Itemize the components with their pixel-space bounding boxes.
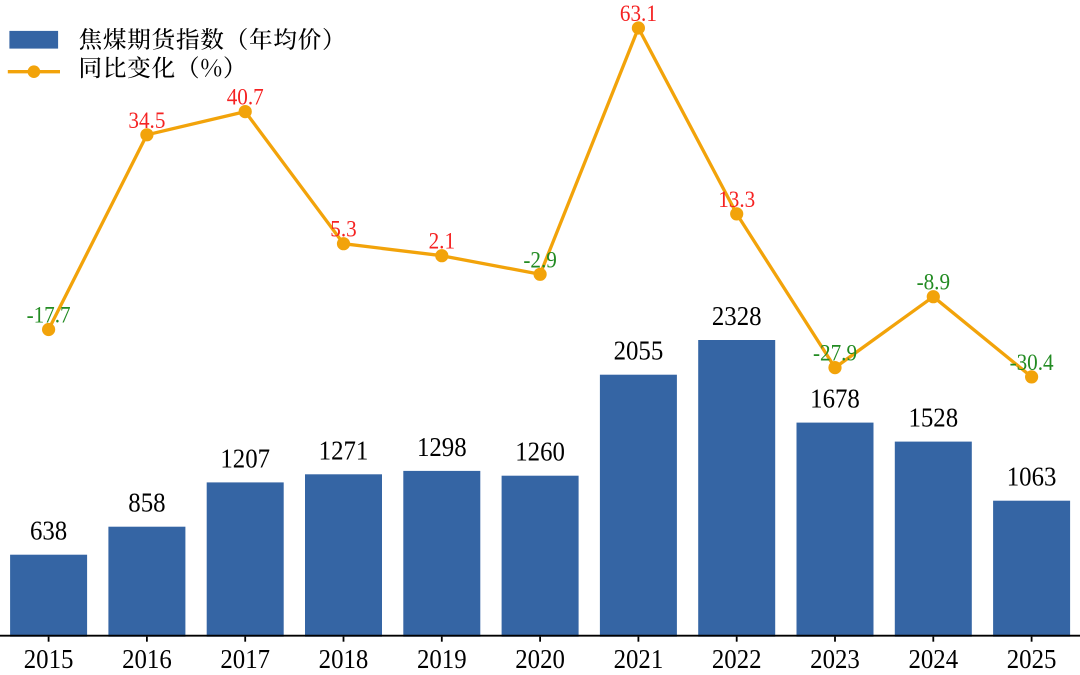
x-tick-label-2022: 2022 — [712, 644, 762, 674]
bar-2024 — [894, 441, 972, 637]
line-marker-2022 — [730, 207, 744, 221]
legend-line-label-glyphs — [81, 56, 232, 79]
line-value-label-2016: 34.5 — [128, 107, 165, 133]
bar-2017 — [206, 482, 284, 637]
bar-value-label-2020: 1260 — [515, 437, 565, 467]
line-value-label-2022: 13.3 — [718, 186, 755, 212]
bar-value-labels: 638 858 1207 1271 1298 1260 2055 2328 1678 1528 10… — [30, 301, 1056, 546]
x-tick-label-2020: 2020 — [515, 644, 565, 674]
bar-2025 — [993, 500, 1071, 637]
line-marker-2017 — [238, 105, 252, 119]
line-marker-2019 — [435, 249, 449, 263]
x-tick-label-2017: 2017 — [220, 644, 270, 674]
x-tick-label-2018: 2018 — [319, 644, 369, 674]
x-tick-label-2021: 2021 — [614, 644, 664, 674]
line-marker-2025 — [1025, 370, 1039, 384]
line-value-labels: -17.7 34.5 40.7 5.3 2.1 -2.9 63.1 13.3 -27.9 -8.9… — [27, 0, 1054, 375]
bar-value-label-2019: 1298 — [417, 432, 467, 462]
line-value-label-2023: -27.9 — [813, 340, 857, 366]
line-marker-2018 — [336, 237, 351, 251]
line-value-label-2024: -8.9 — [917, 269, 950, 295]
legend-line-marker — [27, 65, 41, 78]
line-marker-2024 — [926, 290, 940, 304]
bar-value-label-2015: 638 — [30, 516, 67, 546]
line-marker-2016 — [140, 128, 154, 142]
line-marker-2015 — [42, 322, 56, 337]
legend — [7, 27, 331, 79]
bar-value-label-2025: 1063 — [1007, 462, 1057, 492]
bar-2015 — [10, 554, 88, 637]
bar-value-label-2018: 1271 — [319, 435, 369, 465]
bar-value-label-2022: 2328 — [712, 301, 762, 331]
x-tick-label-2015: 2015 — [24, 644, 74, 674]
x-axis: 2015 2016 2017 2018 2019 2020 2021 2022 2023 2024… — [0, 634, 1080, 674]
line-value-label-2020: -2.9 — [523, 247, 556, 273]
bar-value-label-2016: 858 — [128, 488, 165, 518]
bar-2019 — [403, 470, 481, 637]
line-marker-2023 — [828, 361, 842, 375]
line-marker-2020 — [533, 267, 547, 281]
bar-series — [10, 340, 1071, 637]
bar-2016 — [108, 526, 186, 637]
line-value-label-2017: 40.7 — [227, 84, 264, 110]
x-tick-label-2023: 2023 — [810, 644, 860, 674]
line-value-label-2021: 63.1 — [620, 0, 657, 26]
line-value-label-2015: -17.7 — [27, 302, 71, 328]
bar-value-label-2021: 2055 — [614, 336, 664, 366]
legend-bar-label-glyphs — [79, 27, 331, 51]
line-series — [42, 21, 1039, 384]
line-value-label-2025: -30.4 — [1010, 349, 1054, 375]
bar-2023 — [796, 422, 874, 637]
legend-bar-swatch — [9, 30, 59, 49]
bar-2022 — [698, 340, 776, 637]
line-marker-2021 — [631, 21, 646, 35]
bar-value-label-2017: 1207 — [220, 443, 270, 473]
bar-2021 — [599, 374, 677, 637]
x-tick-label-2019: 2019 — [417, 644, 467, 674]
x-tick-label-2016: 2016 — [122, 644, 172, 674]
x-tick-label-2025: 2025 — [1007, 644, 1057, 674]
bar-value-label-2024: 1528 — [908, 403, 958, 433]
line-path — [47, 26, 1033, 379]
bar-2020 — [501, 475, 579, 637]
bar-2018 — [305, 474, 382, 637]
bar-value-label-2023: 1678 — [810, 384, 860, 414]
line-value-label-2018: 5.3 — [330, 216, 356, 242]
line-value-label-2019: 2.1 — [429, 228, 455, 254]
x-tick-label-2024: 2024 — [908, 644, 958, 674]
